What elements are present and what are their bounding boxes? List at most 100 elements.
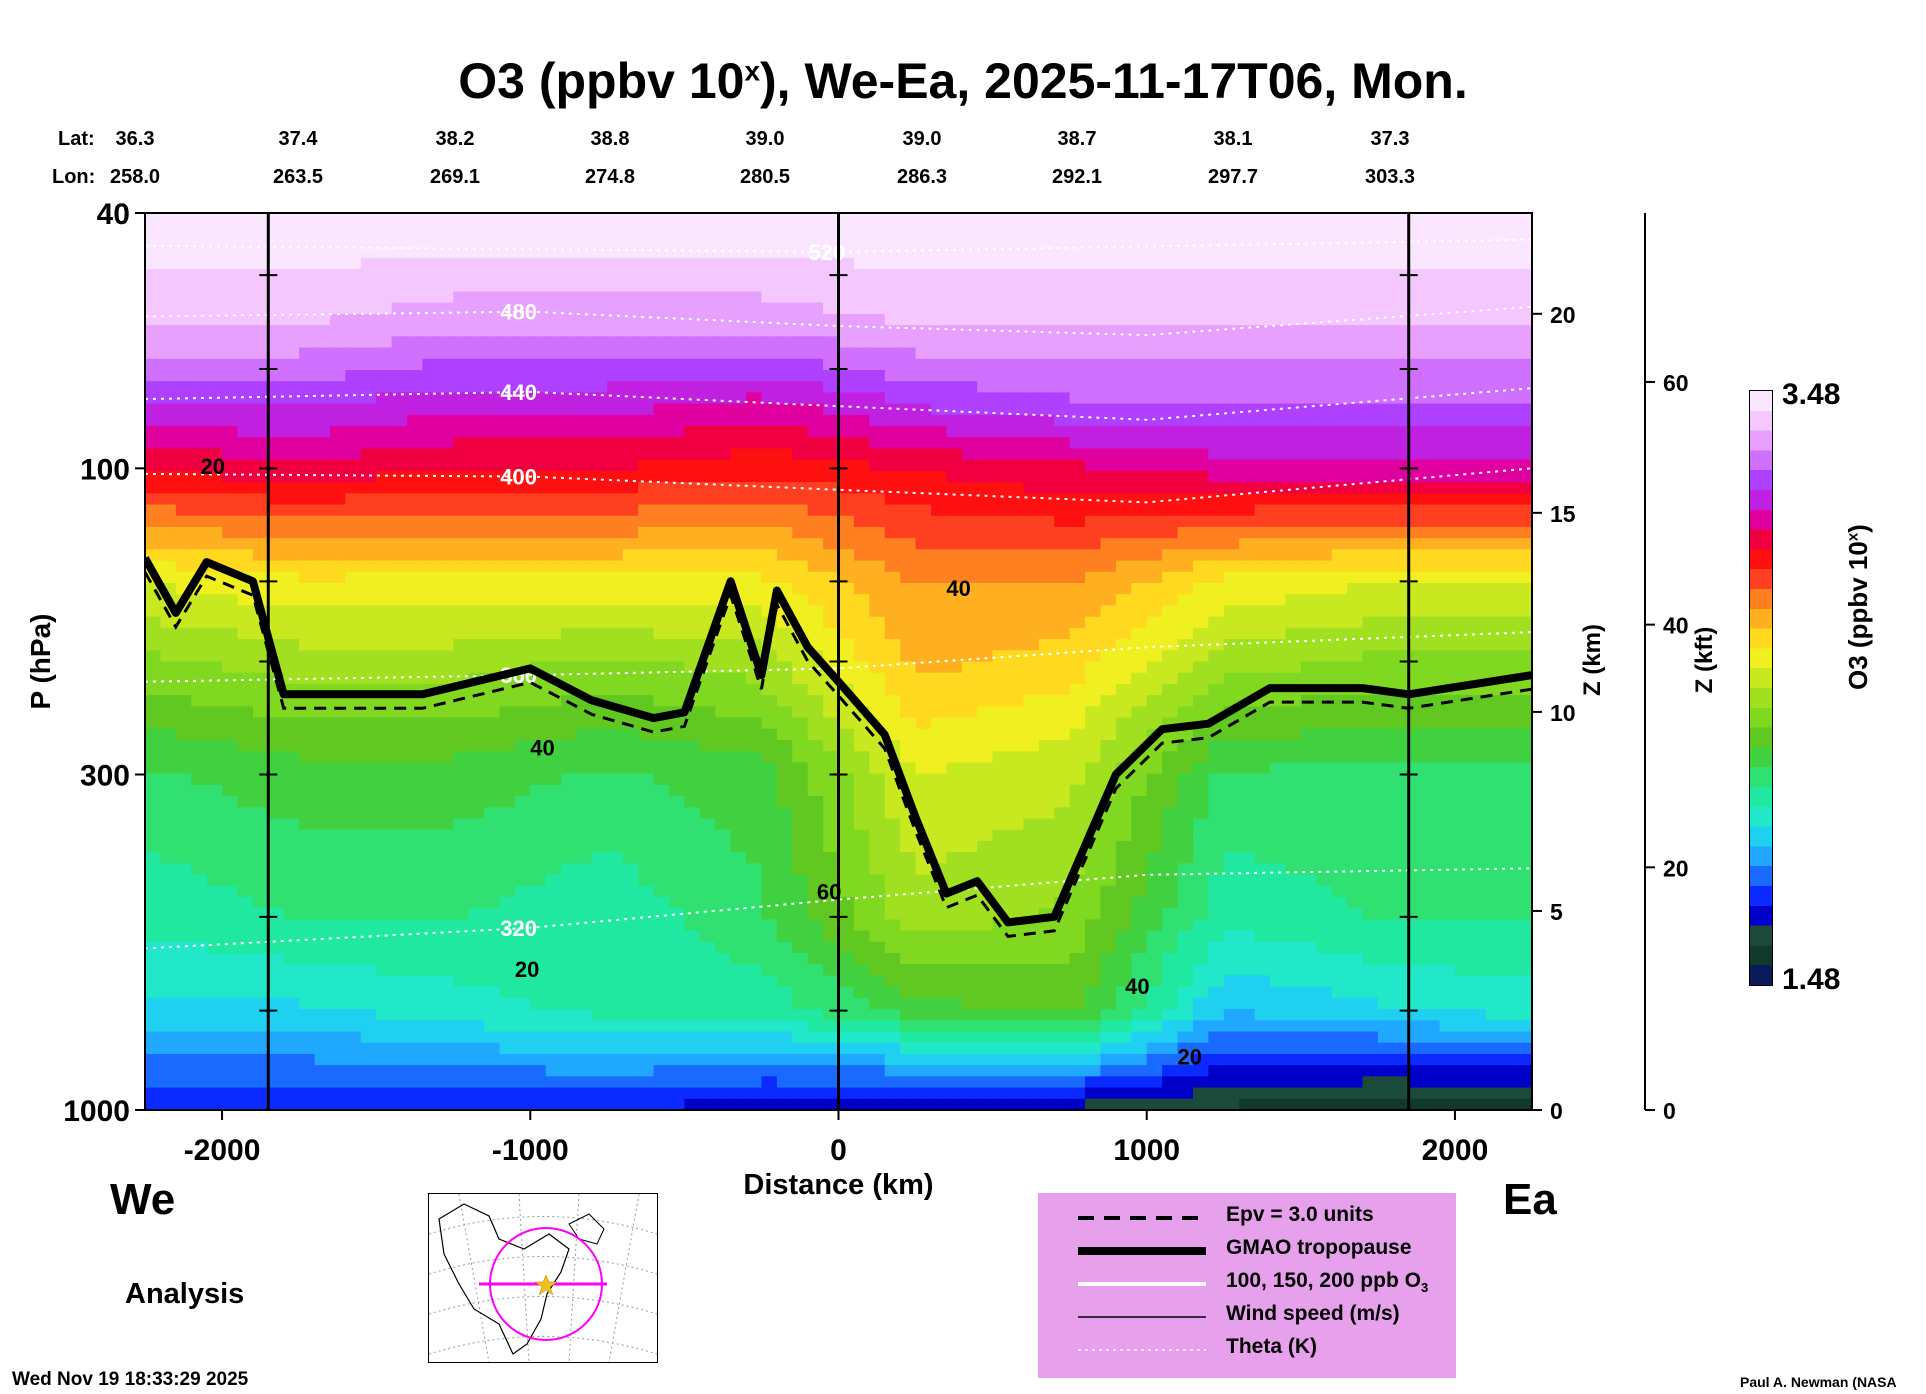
ozone-cell [730,358,747,371]
ozone-cell [406,403,423,416]
ozone-cell [653,470,670,483]
ozone-cell [268,235,285,248]
ozone-cell [484,381,501,393]
ozone-cell [1347,470,1364,483]
ozone-cell [1300,639,1317,651]
ozone-cell [484,773,501,786]
ozone-cell [1115,549,1132,562]
ozone-cell [792,829,809,842]
ozone-cell [191,414,208,427]
ozone-cell [915,672,932,685]
ozone-cell [1131,739,1148,752]
ozone-cell [576,280,593,293]
ozone-cell [1285,751,1302,764]
ozone-cell [406,347,423,360]
ozone-cell [499,762,516,775]
ozone-cell [823,583,840,595]
ozone-cell [530,706,547,719]
ozone-cell [299,459,316,472]
ozone-cell [1347,437,1364,450]
ozone-cell [622,762,639,775]
ozone-cell [1393,549,1410,562]
ozone-cell [268,829,285,842]
ozone-cell [961,235,978,248]
ozone-cell [792,728,809,741]
ozone-cell [1485,313,1502,326]
ozone-cell [869,369,886,382]
ozone-cell [1162,437,1179,450]
ozone-cell [1501,437,1518,450]
ozone-cell [1470,773,1487,786]
ozone-cell [1393,257,1410,270]
ozone-cell [1408,381,1425,393]
ozone-cell [391,280,408,293]
ozone-cell [1008,280,1025,293]
ozone-cell [715,616,732,629]
ozone-cell [576,605,593,618]
ozone-cell [1424,717,1441,730]
ozone-cell [1501,246,1518,259]
ozone-cell [1377,650,1394,663]
ozone-cell [406,269,423,281]
ozone-cell [761,336,778,349]
ozone-cell [1239,369,1256,382]
ozone-cell [422,515,439,528]
ozone-cell [252,683,269,696]
ozone-cell [930,661,947,674]
ozone-cell [1254,818,1271,831]
ozone-cell [715,437,732,450]
ozone-cell [699,796,716,808]
ozone-cell [561,583,578,595]
ozone-cell [1408,639,1425,651]
ozone-cell [283,269,300,281]
ozone-cell [1316,224,1333,237]
ozone-cell [1038,515,1055,528]
ozone-cell [1501,549,1518,562]
ozone-cell [1192,706,1209,719]
ozone-cell [453,336,470,349]
ozone-cell [453,695,470,707]
ozone-cell [838,224,855,237]
ozone-cell [437,336,454,349]
ozone-cell [761,302,778,315]
ozone-cell [884,392,901,405]
ozone-cell [222,493,239,506]
ozone-cell [1424,269,1441,281]
ozone-cell [930,313,947,326]
ozone-cell [545,549,562,562]
ozone-cell [792,796,809,808]
ozone-cell [576,706,593,719]
ozone-cell [823,325,840,337]
ozone-cell [514,269,531,281]
ozone-cell [1377,437,1394,450]
ozone-cell [638,661,655,674]
ozone-cell [1115,739,1132,752]
ozone-cell [1516,639,1532,651]
ozone-cell [252,661,269,674]
ozone-cell [1038,818,1055,831]
ozone-cell [1054,381,1071,393]
ozone-cell [961,773,978,786]
ozone-cell [237,235,254,248]
ozone-cell [1008,683,1025,696]
ozone-cell [961,291,978,304]
ozone-cell [1454,291,1471,304]
ozone-cell [977,414,994,427]
ozone-cell [1347,616,1364,629]
ozone-cell [715,515,732,528]
ozone-cell [653,325,670,337]
ozone-cell [761,728,778,741]
ozone-cell [653,571,670,584]
ozone-cell [1362,571,1379,584]
ozone-cell [360,347,377,360]
ozone-cell [391,504,408,517]
ozone-cell [345,257,362,270]
ozone-cell [730,213,747,225]
ozone-cell [1115,661,1132,674]
ozone-cell [1069,280,1086,293]
ozone-cell [1393,515,1410,528]
ozone-cell [622,325,639,337]
ozone-cell [746,672,763,685]
ozone-cell [514,605,531,618]
ozone-cell [206,526,223,539]
